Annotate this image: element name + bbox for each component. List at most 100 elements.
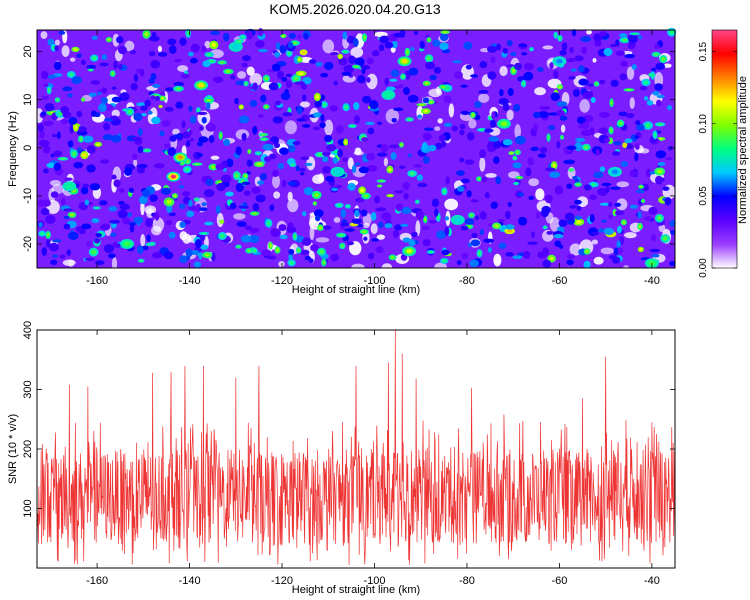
spectrogram-blob-core: [641, 199, 645, 202]
spectrogram-blob: [464, 159, 475, 165]
spectrogram-gap: [133, 158, 138, 167]
spectrogram-blob: [422, 156, 430, 164]
spectrogram-blob: [598, 79, 606, 85]
spectrogram-gap: [663, 63, 672, 68]
spectrogram-blob: [190, 43, 200, 53]
x-tick-label: -160: [86, 575, 108, 587]
spectrogram-blob: [603, 48, 613, 57]
spectrogram-blob: [216, 182, 226, 192]
spectrogram-blob-core: [297, 248, 301, 252]
spectrogram-blob: [548, 125, 556, 131]
spectrogram-blob: [312, 112, 322, 118]
spectrogram-blob: [629, 169, 638, 177]
spectrogram-blob: [322, 156, 329, 163]
spectrogram-blob-core: [144, 149, 150, 152]
spectrogram-blob: [335, 124, 344, 134]
spectrogram-blob: [178, 184, 185, 189]
spectrogram-blob-core: [631, 32, 638, 35]
spectrogram-blob-core: [73, 48, 78, 51]
spectrogram-blob: [119, 92, 130, 101]
spectrogram-blob-core: [656, 169, 663, 174]
spectrogram-blob: [439, 33, 449, 42]
spectrogram-xlabel: Height of straight line (km): [292, 284, 420, 296]
spectrogram-blob: [523, 71, 534, 81]
spectrogram-blob: [366, 57, 374, 65]
spectrogram-blob-core: [96, 143, 101, 146]
spectrogram-blob: [321, 151, 331, 156]
spectrogram-blob: [260, 173, 267, 181]
spectrogram-blob: [91, 218, 100, 224]
spectrogram-gap: [629, 97, 635, 109]
spectrogram-blob: [459, 157, 465, 163]
spectrogram-blob-core: [669, 29, 674, 35]
spectrogram-blob: [469, 259, 479, 268]
spectrogram-blob: [342, 31, 348, 40]
spectrogram-blob: [320, 114, 325, 122]
spectrogram-blob: [189, 57, 198, 64]
spectrogram-blob-core: [185, 159, 190, 164]
spectrogram-blob: [335, 185, 343, 189]
spectrogram-blob: [556, 101, 568, 107]
spectrogram-blob: [248, 234, 260, 244]
x-tick-label: -120: [271, 575, 293, 587]
spectrogram-blob: [384, 42, 394, 49]
spectrogram-blob: [483, 238, 495, 243]
spectrogram-blob: [513, 103, 521, 112]
spectrogram-blob-core: [72, 151, 77, 156]
spectrogram-blob-core: [210, 165, 216, 169]
spectrogram-blob-core: [378, 185, 381, 187]
spectrogram-blob-core: [56, 98, 59, 102]
spectrogram-blob: [608, 214, 614, 220]
spectrogram-gap: [534, 87, 546, 96]
spectrogram-blob-core: [166, 199, 172, 205]
spectrogram-blob-core: [522, 81, 525, 86]
spectrogram-gap: [437, 118, 443, 124]
spectrogram-peak: [228, 41, 243, 52]
spectrogram-blob: [288, 41, 294, 49]
spectrogram-blob: [262, 143, 274, 151]
spectrogram-blob: [41, 95, 49, 100]
spectrogram-blob: [401, 206, 412, 215]
spectrogram-blob: [189, 115, 197, 124]
colorbar-ticks: 0.00 0.05 0.10 0.15: [698, 41, 737, 278]
spectrogram-blob: [93, 238, 101, 244]
spectrogram-blob: [502, 139, 513, 146]
spectrogram-blob-core: [281, 34, 285, 38]
spectrogram-blob: [202, 60, 211, 68]
spectrogram-blob: [179, 37, 187, 46]
spectrogram-blob: [365, 121, 375, 125]
spectrogram-gap: [322, 39, 335, 54]
spectrogram-blob-core: [442, 189, 446, 194]
spectrogram-gap: [179, 231, 188, 241]
spectrogram-blob: [610, 186, 621, 190]
spectrogram-blob: [518, 216, 528, 226]
spectrogram-blob: [302, 210, 307, 217]
spectrogram-blob: [613, 247, 619, 256]
spectrogram-blob: [527, 241, 538, 245]
spectrogram-blob-core: [195, 198, 199, 201]
spectrogram-blob: [296, 105, 303, 115]
spectrogram-blob: [539, 106, 551, 110]
spectrogram-blob: [200, 244, 209, 250]
spectrogram-blob: [559, 49, 567, 56]
spectrogram-gap: [370, 223, 378, 235]
spectrogram-blob: [512, 162, 522, 169]
spectrogram-blob: [124, 167, 133, 176]
spectrogram-blob: [89, 183, 101, 191]
spectrogram-blob: [466, 131, 475, 141]
spectrogram-blob: [168, 212, 177, 217]
spectrogram-blob-core: [319, 249, 324, 254]
spectrogram-blob: [410, 46, 415, 52]
y-tick-label: -10: [22, 188, 34, 204]
peak-core: [612, 169, 618, 174]
spectrogram-blob: [594, 40, 602, 47]
spectrogram-blob-core: [298, 72, 304, 75]
spectrogram-blob-core: [91, 249, 97, 255]
spectrogram-blob: [649, 248, 661, 253]
spectrogram-blob: [643, 96, 649, 101]
spectrogram-blob: [559, 115, 568, 121]
spectrogram-blob: [281, 77, 288, 82]
spectrogram-gap: [542, 45, 554, 50]
spectrogram-blob-core: [488, 116, 493, 120]
spectrogram-blob-core: [289, 261, 294, 265]
